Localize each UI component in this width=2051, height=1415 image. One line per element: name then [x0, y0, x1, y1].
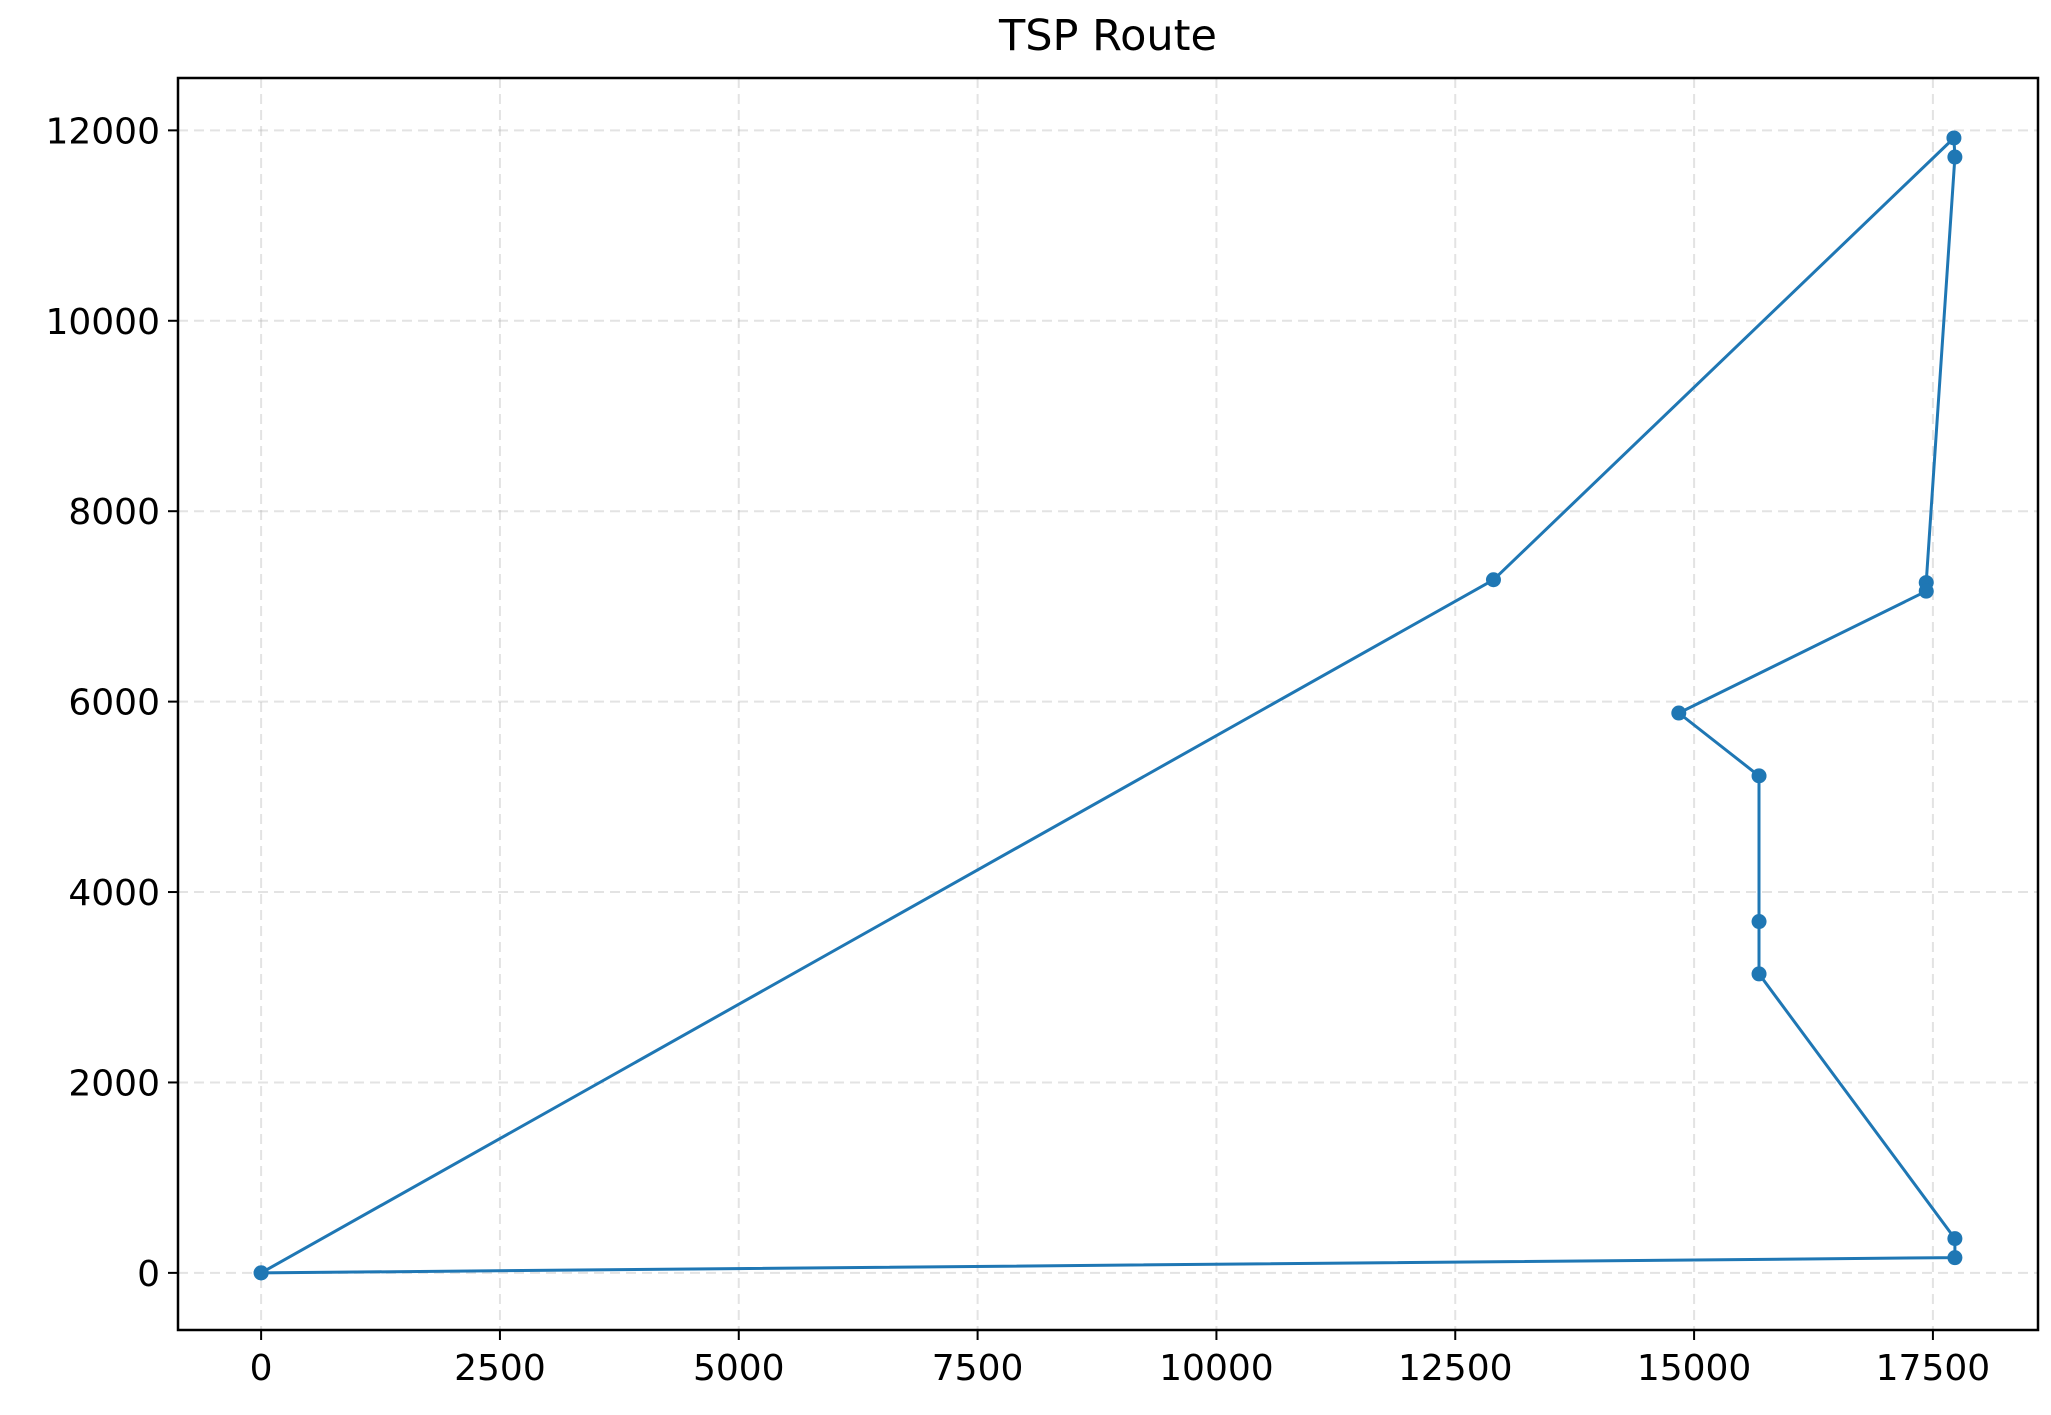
plot-frame: [176, 76, 2040, 1332]
x-tick-label: 15000: [1637, 1348, 1752, 1389]
x-tick-label: 7500: [932, 1348, 1024, 1389]
y-tick-label: 2000: [68, 1063, 160, 1104]
route-point: [1947, 149, 1963, 165]
y-tick-label: 0: [137, 1254, 160, 1295]
grid-lines: [178, 78, 2038, 1330]
x-tick-label: 10000: [1159, 1348, 1274, 1389]
route-point: [253, 1265, 269, 1281]
x-tick-label: 12500: [1398, 1348, 1513, 1389]
route-series: [253, 130, 1963, 1281]
axis-ticks: 0 2500 5000 7500 10000 12500 15000 17500 0 2000 40…: [45, 111, 1990, 1389]
route-point: [1751, 768, 1767, 784]
route-point: [1947, 1231, 1963, 1247]
y-tick-label: 8000: [68, 492, 160, 533]
route-point: [1751, 914, 1767, 930]
route-point: [1751, 966, 1767, 982]
y-tick-label: 6000: [68, 683, 160, 724]
y-tick-label: 4000: [68, 873, 160, 914]
route-point: [1671, 705, 1687, 721]
x-tick-label: 17500: [1876, 1348, 1991, 1389]
route-point: [1918, 583, 1934, 599]
route-point: [1947, 1250, 1963, 1266]
y-tick-label: 10000: [45, 302, 160, 343]
route-point: [1946, 130, 1962, 146]
y-tick-label: 12000: [45, 111, 160, 152]
x-tick-label: 0: [250, 1348, 273, 1389]
route-point: [1485, 572, 1501, 588]
x-tick-label: 2500: [454, 1348, 546, 1389]
x-tick-label: 5000: [693, 1348, 785, 1389]
chart-title: TSP Route: [998, 11, 1217, 61]
